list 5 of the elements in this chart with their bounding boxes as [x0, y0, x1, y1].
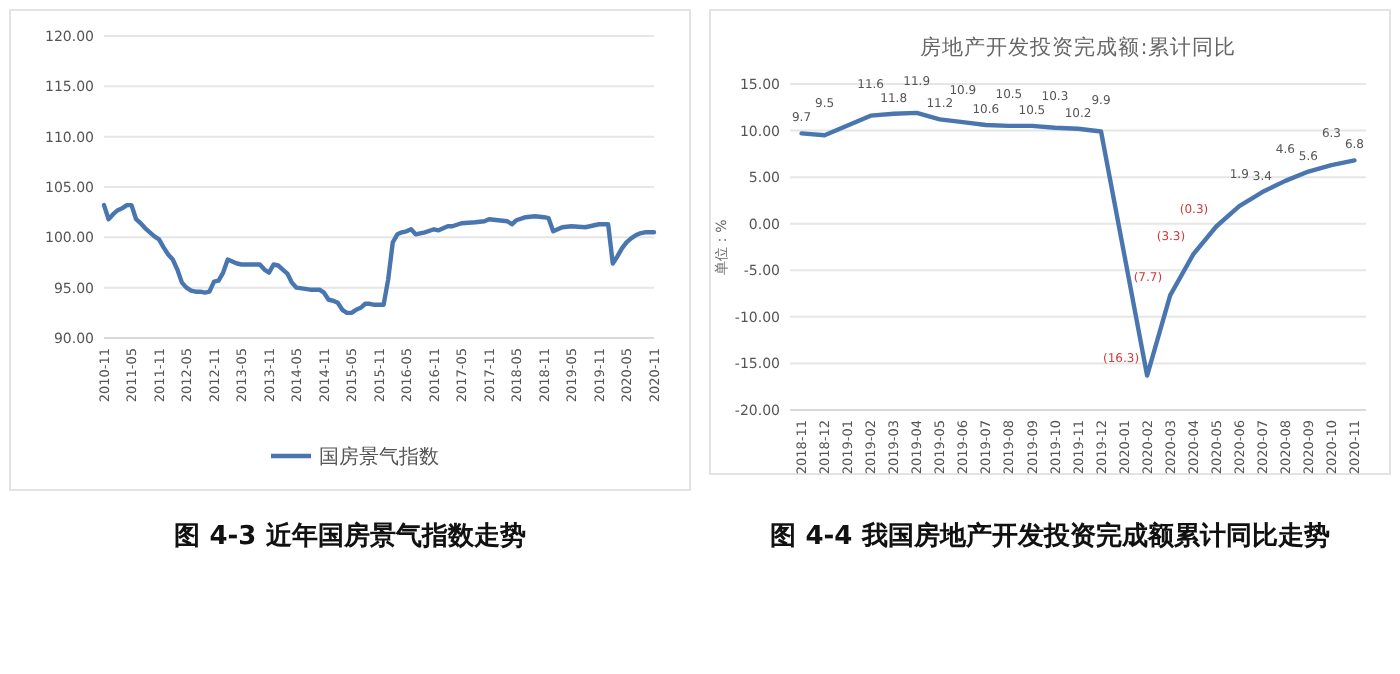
legend-label: 国房景气指数 [319, 445, 439, 469]
caption: 图 4-3 近年国房景气指数走势 [174, 520, 526, 552]
line-series [101, 202, 657, 316]
caption: 图 4-4 我国房地产开发投资完成额累计同比走势 [770, 520, 1330, 552]
chart-title: 房地产开发投资完成额:累计同比 [920, 34, 1236, 60]
